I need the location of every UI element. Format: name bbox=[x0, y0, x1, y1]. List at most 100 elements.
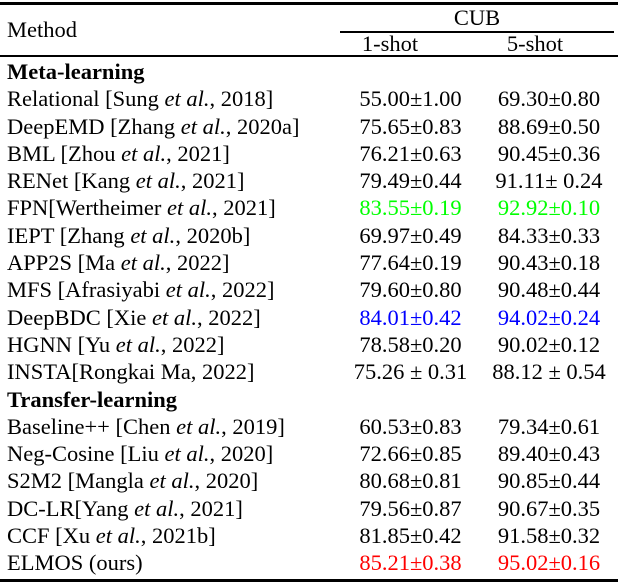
one-shot-value bbox=[341, 386, 480, 413]
table-row: Baseline++ [Chen et al., 2019] 60.53±0.8… bbox=[0, 413, 618, 440]
method-etal: et al. bbox=[180, 113, 226, 139]
method-cite-year: , 2021] bbox=[180, 168, 245, 194]
method-name: Meta-learning bbox=[7, 59, 145, 84]
method-cell: APP2S [Ma et al., 2022] bbox=[0, 249, 341, 276]
cub-group-rule bbox=[340, 31, 614, 33]
method-cell: ELMOS (ours) bbox=[0, 549, 341, 576]
one-shot-value: 83.55±0.19 bbox=[359, 195, 462, 221]
five-shot-value: 92.92±0.10 bbox=[497, 195, 601, 221]
method-name: RENet [Kang bbox=[7, 168, 136, 194]
method-cell: MFS [Afrasiyabi et al., 2022] bbox=[0, 276, 341, 303]
five-shot-value: 94.02±0.24 bbox=[497, 304, 601, 330]
column-header-method: Method bbox=[7, 17, 77, 42]
one-shot-value: 80.68±0.81 bbox=[359, 468, 462, 494]
table-row: DC-LR[Yang et al., 2021] 79.56±0.87 90.6… bbox=[0, 495, 618, 522]
method-name: HGNN [Yu bbox=[7, 331, 116, 357]
five-shot-value: 79.34±0.61 bbox=[497, 413, 601, 439]
method-cite-year: , 2021b] bbox=[140, 523, 216, 549]
table-row: FPN[Wertheimer et al., 2021] 83.55±0.19 … bbox=[0, 194, 618, 221]
one-shot-value: 75.26 ± 0.31 bbox=[353, 359, 468, 385]
table-row: APP2S [Ma et al., 2022] 77.64±0.19 90.43… bbox=[0, 249, 618, 276]
method-cite-year: , 2018] bbox=[209, 86, 274, 112]
section-row-transfer-learning: Transfer-learning bbox=[0, 386, 618, 413]
section-label: Transfer-learning bbox=[0, 386, 341, 413]
five-shot-value: 90.67±0.35 bbox=[497, 495, 601, 521]
one-shot-value: 84.01±0.42 bbox=[359, 304, 462, 330]
bottom-rule bbox=[0, 579, 618, 582]
table-row: MFS [Afrasiyabi et al., 2022] 79.60±0.80… bbox=[0, 276, 618, 303]
table-row: S2M2 [Mangla et al., 2020] 80.68±0.81 90… bbox=[0, 467, 618, 494]
one-shot-value: 75.65±0.83 bbox=[359, 113, 462, 139]
method-cite-year: , 2019] bbox=[221, 413, 285, 439]
method-name: CCF [Xu bbox=[7, 523, 96, 549]
method-name: APP2S [Ma bbox=[7, 250, 121, 276]
table-row: INSTA[Rongkai Ma, 2022] 75.26 ± 0.31 88.… bbox=[0, 358, 618, 385]
method-cell: RENet [Kang et al., 2021] bbox=[0, 167, 341, 194]
one-shot-value: 79.49±0.44 bbox=[359, 168, 462, 194]
column-header-5shot: 5-shot bbox=[506, 31, 564, 56]
table-body: Meta-learning Relational [Sung et al., 2… bbox=[0, 58, 618, 577]
table-row-ours: ELMOS (ours) 85.21±0.38 95.02±0.16 bbox=[0, 549, 618, 576]
method-etal: et al. bbox=[134, 495, 180, 521]
table-row: CCF [Xu et al., 2021b] 81.85±0.42 91.58±… bbox=[0, 522, 618, 549]
method-cite-year: , 2020b] bbox=[175, 222, 251, 248]
method-cell: IEPT [Zhang et al., 2020b] bbox=[0, 222, 341, 249]
method-cell: DC-LR[Yang et al., 2021] bbox=[0, 495, 341, 522]
method-etal: et al. bbox=[149, 468, 195, 494]
five-shot-value: 90.43±0.18 bbox=[497, 250, 601, 276]
one-shot-value: 55.00±1.00 bbox=[359, 86, 462, 112]
column-group-header-cub: CUB bbox=[453, 5, 501, 30]
method-etal: et al. bbox=[167, 195, 213, 221]
table-row: Relational [Sung et al., 2018] 55.00±1.0… bbox=[0, 85, 618, 112]
method-name: DC-LR[Yang bbox=[7, 495, 135, 521]
method-cell: BML [Zhou et al., 2021] bbox=[0, 140, 341, 167]
method-cite-year: , 2021] bbox=[166, 140, 230, 166]
header-rule bbox=[0, 55, 618, 57]
one-shot-value: 76.21±0.63 bbox=[359, 140, 462, 166]
five-shot-value: 91.11± 0.24 bbox=[495, 168, 603, 194]
table-row: DeepEMD [Zhang et al., 2020a] 75.65±0.83… bbox=[0, 113, 618, 140]
method-cell: Relational [Sung et al., 2018] bbox=[0, 85, 341, 112]
method-name: MFS [Afrasiyabi bbox=[7, 277, 166, 303]
method-cell: Baseline++ [Chen et al., 2019] bbox=[0, 413, 341, 440]
method-name: S2M2 [Mangla bbox=[7, 468, 150, 494]
method-cite-year: , 2022] bbox=[160, 331, 225, 357]
method-cell: CCF [Xu et al., 2021b] bbox=[0, 522, 341, 549]
one-shot-value: 78.58±0.20 bbox=[359, 331, 462, 357]
method-cell: HGNN [Yu et al., 2022] bbox=[0, 331, 341, 358]
top-rule bbox=[0, 2, 618, 5]
five-shot-value: 95.02±0.16 bbox=[497, 550, 601, 576]
five-shot-value: 88.12 ± 0.54 bbox=[492, 359, 606, 385]
method-etal: et al. bbox=[165, 277, 211, 303]
method-etal: et al. bbox=[151, 304, 197, 330]
one-shot-value: 60.53±0.83 bbox=[359, 413, 462, 439]
five-shot-value: 90.45±0.36 bbox=[497, 140, 601, 166]
one-shot-value: 69.97±0.49 bbox=[359, 222, 462, 248]
section-label: Meta-learning bbox=[0, 58, 341, 85]
one-shot-value: 79.60±0.80 bbox=[359, 277, 462, 303]
method-etal: et al. bbox=[130, 222, 176, 248]
one-shot-value: 81.85±0.42 bbox=[359, 523, 462, 549]
one-shot-value bbox=[341, 58, 480, 85]
method-etal: et al. bbox=[121, 140, 167, 166]
one-shot-value: 79.56±0.87 bbox=[359, 495, 462, 521]
method-cell: Neg-Cosine [Liu et al., 2020] bbox=[0, 440, 341, 467]
method-name: BML [Zhou bbox=[7, 140, 122, 166]
table-row: RENet [Kang et al., 2021] 79.49±0.44 91.… bbox=[0, 167, 618, 194]
method-etal: et al. bbox=[135, 168, 181, 194]
method-cite-year: , 2021] bbox=[212, 195, 276, 221]
one-shot-value: 72.66±0.85 bbox=[359, 441, 462, 467]
five-shot-value: 88.69±0.50 bbox=[497, 113, 601, 139]
method-etal: et al. bbox=[164, 86, 210, 112]
method-cite-year: , 2021] bbox=[179, 495, 243, 521]
method-cite-year: , 2020a] bbox=[225, 113, 300, 139]
five-shot-value: 69.30±0.80 bbox=[497, 86, 601, 112]
method-name: Relational [Sung bbox=[7, 86, 165, 112]
method-name: DeepEMD [Zhang bbox=[7, 113, 181, 139]
method-cite-year: , 2020] bbox=[209, 441, 274, 467]
table-row: BML [Zhou et al., 2021] 76.21±0.63 90.45… bbox=[0, 140, 618, 167]
method-cell: INSTA[Rongkai Ma, 2022] bbox=[0, 358, 341, 385]
table-row: DeepBDC [Xie et al., 2022] 84.01±0.42 94… bbox=[0, 304, 618, 331]
method-cite-year: , 2020] bbox=[194, 468, 259, 494]
